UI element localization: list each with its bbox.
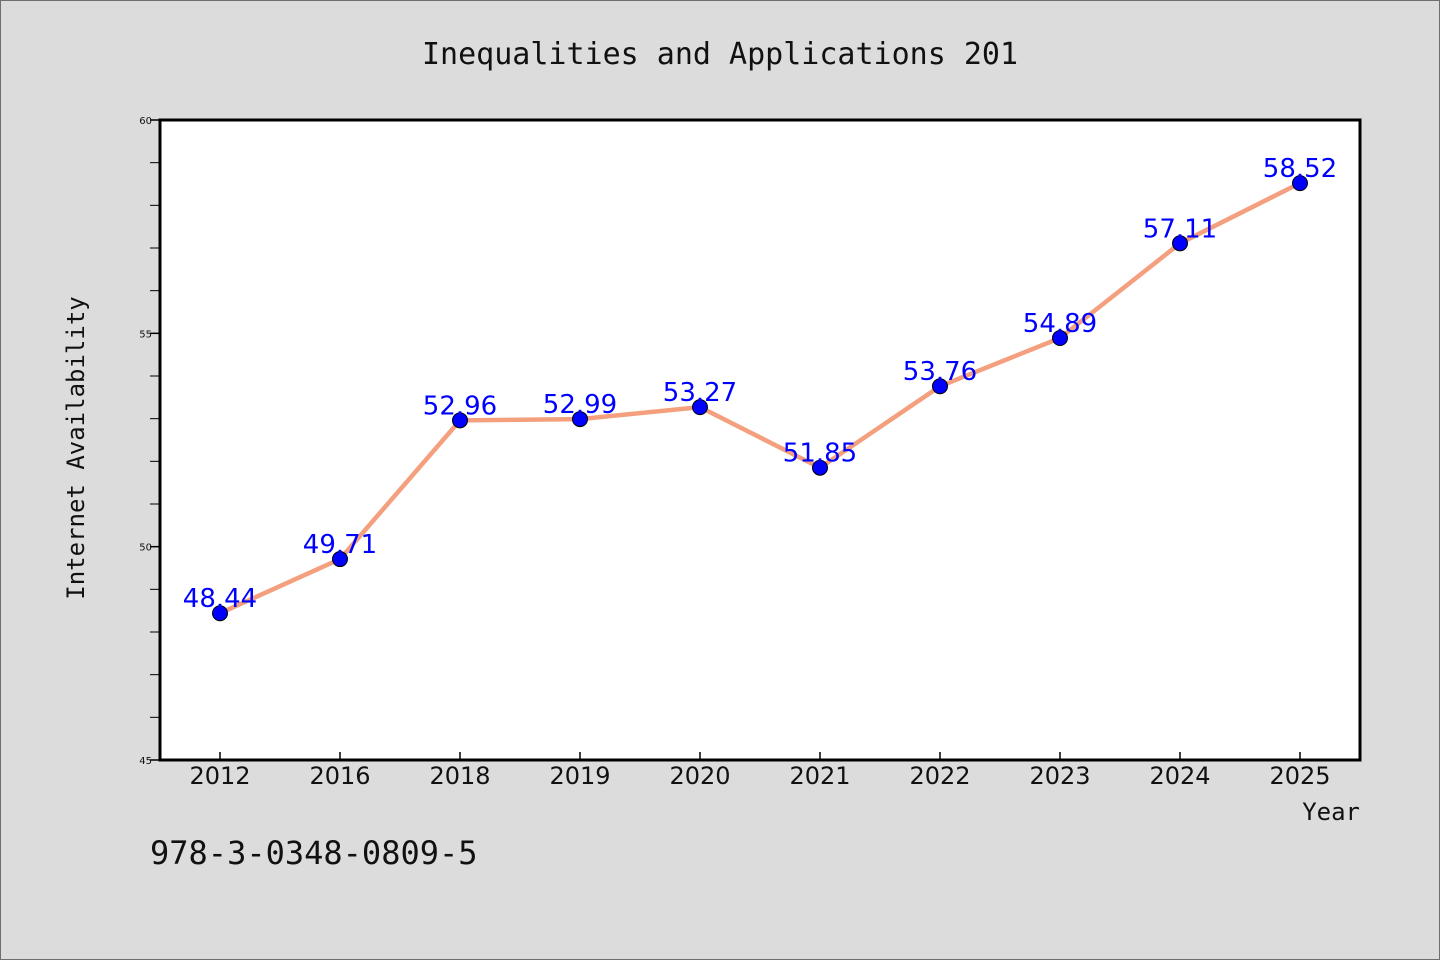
x-tick-label: 2024: [1149, 762, 1210, 790]
y-tick-label: 55: [139, 329, 152, 340]
data-label: 52.99: [543, 390, 617, 420]
data-label: 51.85: [783, 439, 857, 469]
x-tick-label: 2025: [1269, 762, 1330, 790]
data-label: 53.27: [663, 378, 737, 408]
chart-title: Inequalities and Applications 201: [422, 37, 1018, 72]
x-tick-label: 2018: [429, 762, 490, 790]
data-label: 49.71: [303, 530, 377, 560]
y-axis-label: Internet Availability: [62, 296, 90, 599]
data-label: 48.44: [183, 584, 257, 614]
data-point: [932, 378, 948, 395]
isbn-annotation: 978-3-0348-0809-5: [150, 834, 478, 872]
y-axis-ticks: 45 50 55 60: [139, 116, 160, 767]
x-tick-label: 2021: [789, 762, 850, 790]
data-point: [1052, 330, 1068, 347]
data-point: [572, 411, 588, 428]
data-label: 58.52: [1263, 154, 1337, 184]
data-point: [332, 551, 348, 568]
data-point: [212, 605, 228, 622]
x-axis-label: Year: [1302, 798, 1360, 826]
data-label: 54.89: [1023, 309, 1097, 339]
y-tick-label: 60: [139, 116, 152, 127]
data-point: [812, 459, 828, 476]
x-tick-label: 2012: [189, 762, 250, 790]
data-point: [1172, 235, 1188, 252]
series-line: [217, 180, 1303, 616]
data-point: [692, 399, 708, 416]
x-tick-label: 2016: [309, 762, 370, 790]
x-tick-label: 2019: [549, 762, 610, 790]
series-group: [212, 175, 1308, 622]
y-tick-label: 50: [139, 543, 152, 554]
plot-area: [158, 118, 1362, 762]
x-tick-label: 2022: [909, 762, 970, 790]
data-label: 57.11: [1143, 214, 1217, 244]
data-labels: 48.44 49.71 52.96 52.99 53.27 51.85 53.76 54.89…: [183, 154, 1337, 614]
y-tick-label: 45: [139, 756, 152, 767]
data-label: 53.76: [903, 357, 977, 387]
x-tick-label: 2020: [669, 762, 730, 790]
data-point: [452, 412, 468, 429]
data-label: 52.96: [423, 391, 497, 421]
x-tick-label: 2023: [1029, 762, 1090, 790]
data-point: [1292, 175, 1308, 192]
x-axis-ticks: 2012 2016 2018 2019 2020 2021 2022 2023 2024 2025: [189, 752, 1331, 790]
